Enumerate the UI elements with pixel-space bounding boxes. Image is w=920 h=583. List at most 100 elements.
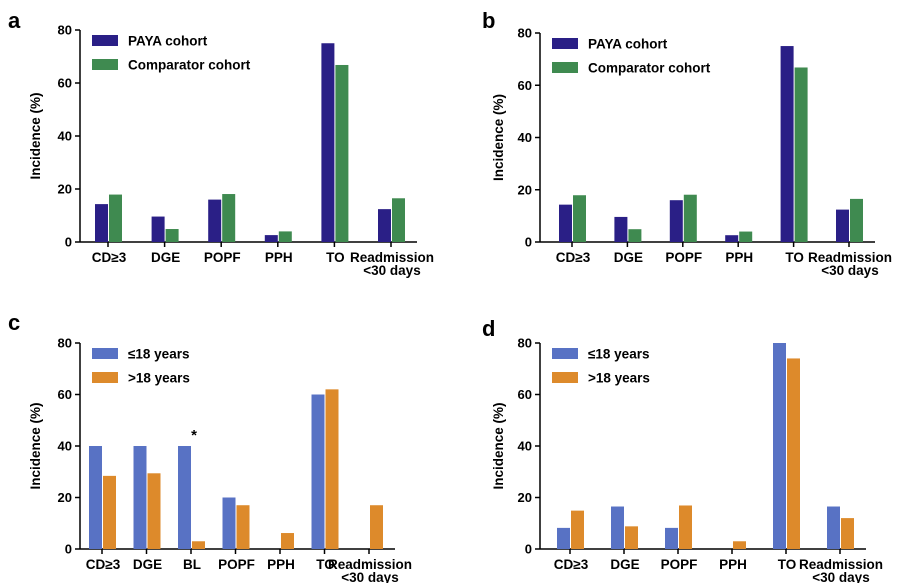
y-tick-label: 60 [58, 76, 72, 91]
panel-label: a [8, 8, 21, 33]
y-tick-label: 20 [518, 182, 532, 197]
bar-series2 [787, 358, 800, 549]
category-label: PPH [719, 557, 747, 572]
y-tick-label: 80 [58, 23, 72, 38]
panel-label: d [482, 316, 495, 341]
y-tick-label: 60 [58, 387, 72, 402]
y-tick-label: 60 [518, 387, 532, 402]
bar-series2 [278, 231, 292, 242]
category-label: Readmission [328, 557, 412, 572]
category-label: <30 days [363, 263, 420, 278]
panel-label: b [482, 8, 495, 33]
bar-series1 [827, 506, 840, 549]
bar-series2 [573, 195, 586, 242]
panel-d: d 0 20 40 60 80 Incidence (%) CD≥3 DGE POPF PPH TO R… [482, 316, 883, 583]
bar-series2 [370, 505, 383, 549]
bar-series1 [133, 446, 147, 549]
bar-series1 [669, 200, 683, 242]
category-label: <30 days [812, 570, 869, 583]
panel-a: a 0 20 40 60 80 Incidence (%) CD≥3 DGE POPF PPH TO R… [8, 8, 434, 278]
bar-series1 [611, 506, 624, 549]
panel-b: b 0 20 40 60 80 Incidence (%) CD≥3 DGE POPF PPH TO R… [482, 8, 892, 278]
category-label: TO [326, 250, 345, 265]
bar-series2 [392, 198, 405, 242]
category-label: CD≥3 [86, 557, 121, 572]
legend-swatch [92, 348, 118, 359]
legend-swatch [552, 62, 578, 73]
panel-c: c 0 20 40 60 80 Incidence (%) CD≥3 DGE BL POPF PPH T… [8, 310, 412, 583]
bar-series1 [836, 209, 849, 242]
legend-label: ≤18 years [128, 347, 189, 362]
category-label: Readmission [799, 557, 883, 572]
legend-swatch [92, 35, 118, 46]
legend-label: PAYA cohort [588, 37, 668, 52]
y-tick-label: 60 [518, 78, 532, 93]
legend-label: >18 years [588, 371, 650, 386]
y-tick-label: 20 [518, 490, 532, 505]
category-label: <30 days [821, 263, 878, 278]
bar-series2 [679, 505, 692, 549]
bar-series1 [559, 204, 572, 242]
y-tick-label: 0 [525, 542, 532, 557]
legend-swatch [552, 372, 578, 383]
category-label: POPF [218, 557, 255, 572]
y-axis-label: Incidence (%) [491, 94, 506, 181]
bar-series2 [165, 229, 179, 242]
bar-series1 [557, 527, 570, 549]
bar-series2 [325, 389, 339, 549]
category-label: TO [316, 557, 335, 572]
bar-series2 [625, 526, 638, 549]
category-label: TO [778, 557, 797, 572]
bar-series1 [264, 235, 278, 242]
bar-series1 [222, 497, 236, 549]
category-label: BL [183, 557, 201, 572]
bar-series2 [236, 505, 250, 549]
category-label: TO [785, 250, 804, 265]
bar-series2 [739, 231, 753, 242]
legend-label: Comparator cohort [128, 58, 251, 73]
panel-label: c [8, 310, 20, 335]
y-tick-label: 40 [58, 129, 72, 144]
bar-series1 [780, 46, 794, 242]
category-label: POPF [665, 250, 702, 265]
bar-series2 [733, 541, 746, 549]
bar-series2 [281, 533, 294, 549]
y-axis-label: Incidence (%) [28, 92, 43, 179]
category-label: PPH [725, 250, 753, 265]
bar-series2 [109, 194, 122, 242]
category-label: DGE [610, 557, 639, 572]
bar-series2 [628, 229, 642, 242]
bar-series2 [794, 67, 808, 242]
bar-series2 [841, 518, 854, 549]
y-tick-label: 40 [58, 439, 72, 454]
category-label: CD≥3 [556, 250, 591, 265]
y-tick-label: 0 [65, 542, 72, 557]
category-label: DGE [614, 250, 643, 265]
bar-series2 [222, 194, 236, 242]
bar-series1 [378, 209, 391, 242]
legend-label: ≤18 years [588, 347, 649, 362]
legend-label: Comparator cohort [588, 61, 711, 76]
bar-series2 [571, 510, 584, 549]
bar-series1 [95, 204, 108, 242]
bar-series1 [151, 216, 165, 242]
y-tick-label: 40 [518, 130, 532, 145]
bar-series2 [147, 473, 161, 549]
bar-series1 [178, 446, 191, 549]
bar-series1 [311, 394, 325, 549]
category-label: Readmission [808, 250, 892, 265]
legend-swatch [552, 348, 578, 359]
bar-series1 [665, 527, 678, 549]
bar-series1 [725, 235, 739, 242]
category-label: DGE [151, 250, 180, 265]
y-tick-label: 80 [518, 26, 532, 41]
bar-series2 [192, 541, 205, 549]
legend-label: >18 years [128, 371, 190, 386]
y-tick-label: 20 [58, 182, 72, 197]
bar-series2 [850, 198, 863, 242]
y-tick-label: 20 [58, 490, 72, 505]
bar-series2 [103, 475, 116, 549]
category-label: CD≥3 [92, 250, 127, 265]
bar-series1 [321, 43, 335, 242]
